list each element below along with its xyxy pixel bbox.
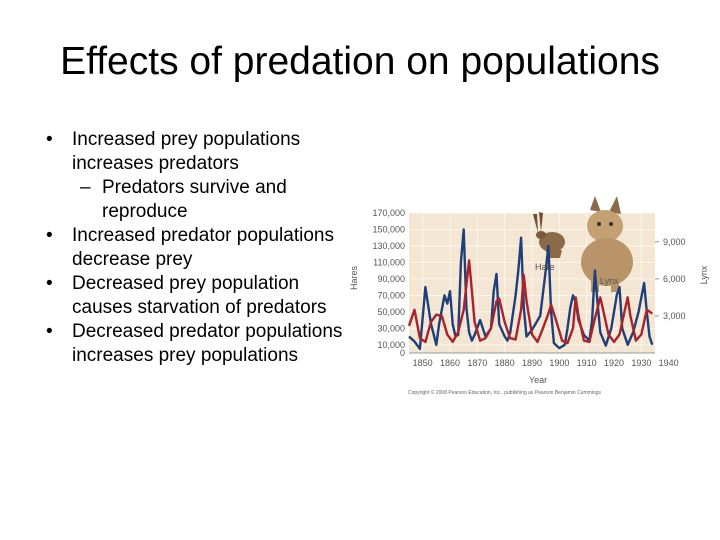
bullet-text: Increased predator populations decrease … (72, 225, 334, 270)
y-tick-label-left: 70,000 (377, 290, 405, 300)
y-tick-label-left: 130,000 (372, 241, 405, 251)
y-tick-label-left: 150,000 (372, 224, 405, 234)
sub-bullet-dash: – (80, 177, 91, 198)
y-tick-label-left: 50,000 (377, 307, 405, 317)
y-axis-label-left: Hares (349, 266, 359, 291)
x-tick-label: 1850 (413, 358, 433, 368)
y-tick-label-right: 9,000 (663, 237, 686, 247)
x-tick-label: 1920 (604, 358, 624, 368)
hare-lynx-chart: 1850 1860 1870 1880 1890 1900 1910 1920 1930 1940… (349, 196, 709, 396)
bullet-item: Increased prey populations increases pre… (46, 128, 346, 176)
x-tick-label: 1910 (577, 358, 597, 368)
series-line-hare (408, 228, 654, 351)
x-tick-label: 1860 (440, 358, 460, 368)
bullet-item: Decreased prey population causes starvat… (46, 272, 346, 320)
bullet-item: Increased predator populations decrease … (46, 224, 346, 272)
x-tick-label: 1890 (522, 358, 542, 368)
sub-bullet-text: Predators survive and reproduce (102, 177, 287, 222)
x-tick-label: 1870 (467, 358, 487, 368)
sub-bullet-item: – Predators survive and reproduce (46, 176, 346, 224)
x-tick-label: 1940 (659, 358, 679, 368)
hare-annotation: Hare (535, 262, 555, 272)
x-axis-label: Year (529, 375, 547, 385)
bullet-text: Decreased prey population causes starvat… (72, 273, 327, 318)
bullet-item: Decreased predator populations increases… (46, 320, 346, 368)
axes-layer: 1850 1860 1870 1880 1890 1900 1910 1920 1930 1940… (372, 208, 685, 368)
series-layer (407, 228, 654, 351)
series-line-lynx (407, 259, 653, 345)
y-tick-label-right: 6,000 (663, 274, 686, 284)
copyright-credit: Copyright © 2008 Pearson Education, Inc.… (408, 389, 601, 396)
y-tick-label-left: 110,000 (373, 257, 405, 267)
x-tick-label: 1930 (631, 358, 651, 368)
y-tick-label-right: 3,000 (663, 311, 686, 321)
y-tick-label-left: 0 (400, 348, 405, 358)
bullet-text: Increased prey populations increases pre… (72, 129, 301, 174)
y-tick-label-left: 30,000 (377, 323, 405, 333)
lynx-annotation: Lynx (600, 276, 619, 286)
y-tick-label-left: 10,000 (377, 340, 405, 350)
x-tick-label: 1900 (549, 358, 569, 368)
bullet-list: Increased prey populations increases pre… (46, 128, 346, 368)
slide-title: Effects of predation on populations (60, 40, 660, 83)
x-tick-label: 1880 (495, 358, 515, 368)
bullet-text: Decreased predator populations increases… (72, 321, 343, 366)
y-tick-label-left: 170,000 (372, 208, 405, 218)
y-axis-label-right: Lynx (699, 265, 709, 284)
y-tick-label-left: 90,000 (377, 274, 405, 284)
